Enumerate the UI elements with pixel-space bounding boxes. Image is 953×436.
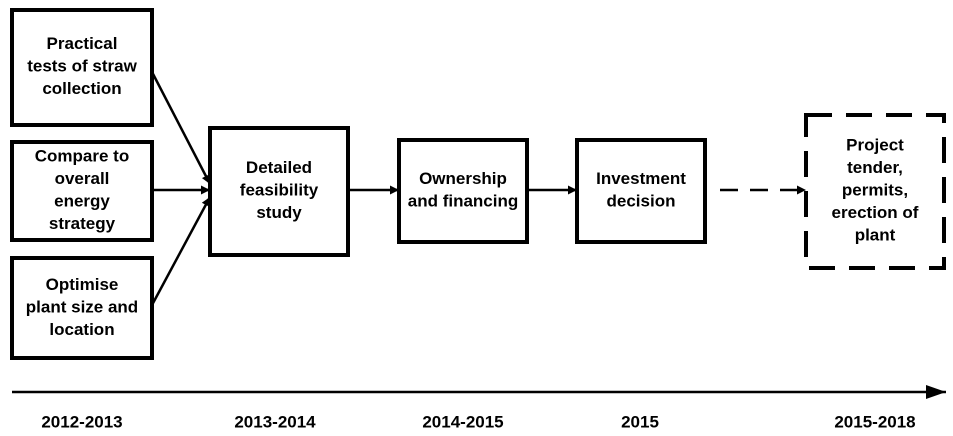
node-label: overall <box>55 169 110 188</box>
node-label: tender, <box>847 158 903 177</box>
box <box>10 256 154 360</box>
node-label: plant <box>855 225 896 244</box>
node-label: Practical <box>47 34 118 53</box>
node-label: erection of <box>832 203 919 222</box>
box <box>10 8 154 127</box>
dashed-box <box>804 113 946 270</box>
timeline-label: 2012-2013 <box>41 412 122 431</box>
node-label: feasibility <box>240 180 319 199</box>
node-label: tests of straw <box>27 56 137 75</box>
box <box>208 126 350 257</box>
node-label: Investment <box>596 169 686 188</box>
node-label: collection <box>42 79 121 98</box>
node-label: study <box>256 203 302 222</box>
node-label: and financing <box>408 192 519 211</box>
timeline-label: 2014-2015 <box>422 412 503 431</box>
box <box>397 138 529 244</box>
arrow <box>150 196 212 306</box>
timeline-label: 2013-2014 <box>234 412 316 431</box>
node-label: strategy <box>49 214 116 233</box>
node-label: plant size and <box>26 297 138 316</box>
timeline-label: 2015 <box>621 412 659 431</box>
node-label: Detailed <box>246 158 312 177</box>
arrow <box>150 71 212 185</box>
node-label: permits, <box>842 180 908 199</box>
node-label: Ownership <box>419 169 507 188</box>
timeline-label: 2015-2018 <box>834 412 915 431</box>
node-label: location <box>49 320 114 339</box>
box <box>10 140 154 242</box>
node-label: Project <box>846 135 904 154</box>
node-label: decision <box>607 192 676 211</box>
node-label: Compare to <box>35 147 129 166</box>
node-label: energy <box>54 192 110 211</box>
node-label: Optimise <box>46 275 119 294</box>
